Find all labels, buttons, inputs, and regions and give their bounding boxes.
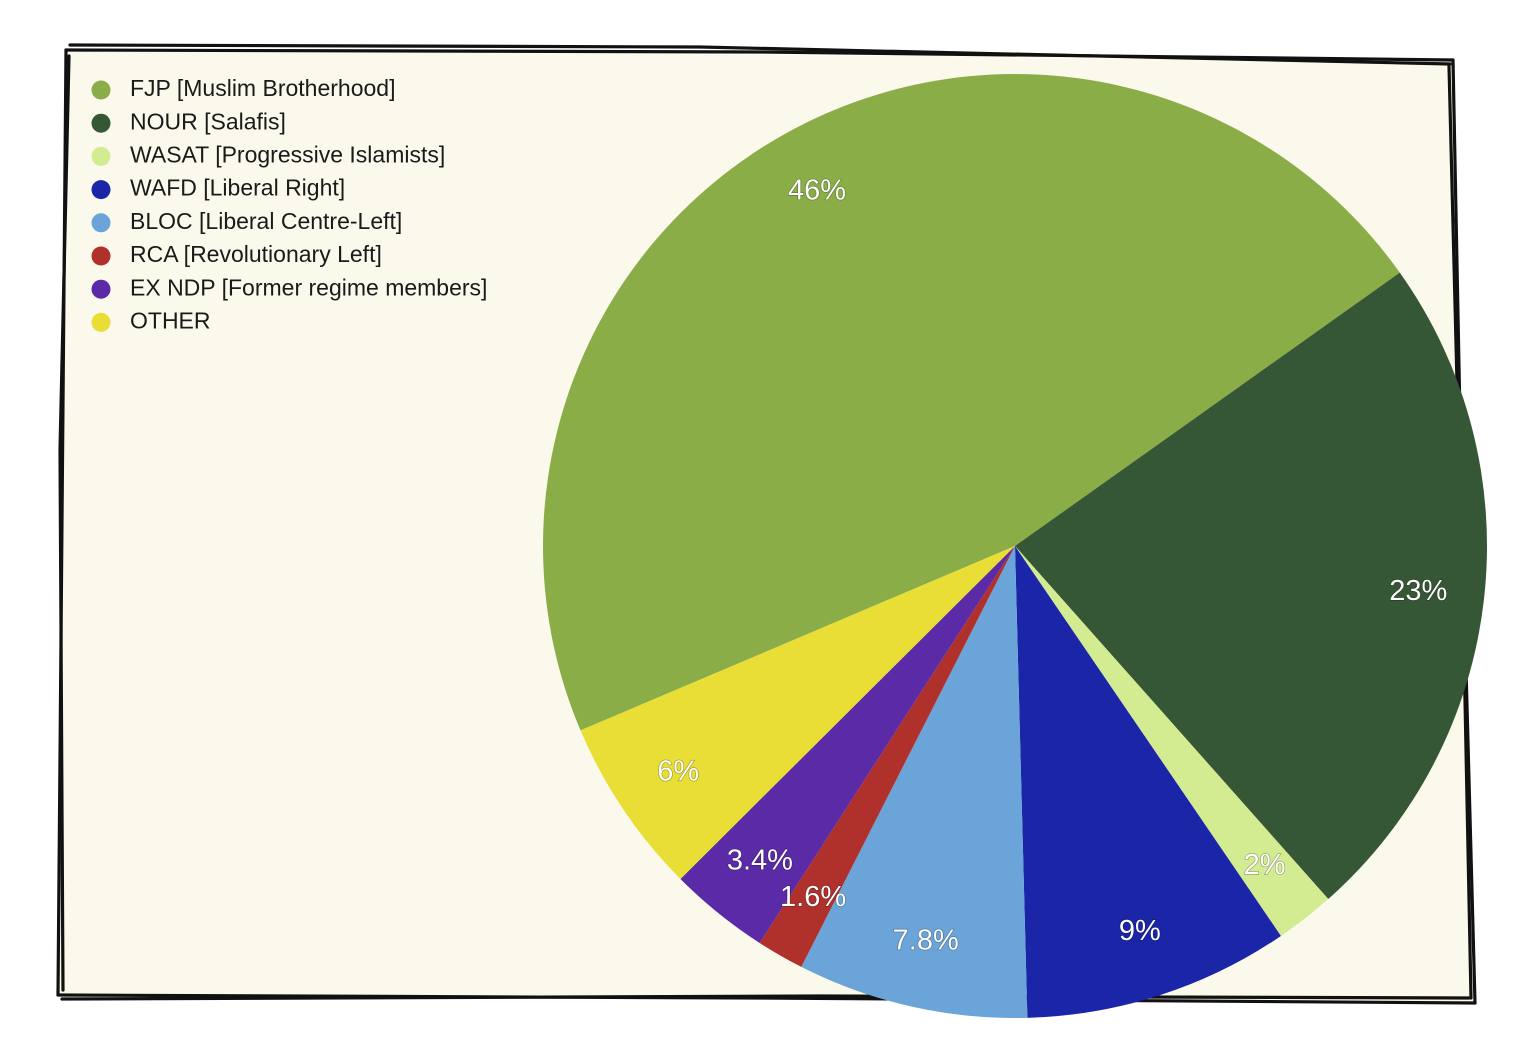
slice-label-wafd: 9% [1119, 915, 1161, 947]
legend-label-rca: RCA [Revolutionary Left] [130, 241, 382, 267]
slice-wafd [1015, 546, 1281, 1018]
legend-label-ex-ndp: EX NDP [Former regime members] [130, 274, 487, 300]
legend-label-other: OTHER [130, 307, 211, 333]
slice-label-rca: 1.6% [780, 881, 846, 913]
slice-label-ex-ndp: 3.4% [727, 844, 793, 876]
slice-labels: 46% 23% 2% 9% 7.8% 1.6% 3.4% 6% [657, 174, 1448, 958]
legend-swatch-bloc [91, 213, 111, 233]
slice-wasat [1015, 546, 1329, 936]
slice-label-fjp: 46% [788, 174, 846, 206]
legend-label-fjp: FJP [Muslim Brotherhood] [130, 75, 395, 101]
slice-label-other: 6% [657, 755, 699, 787]
legend-swatch-fjp [91, 80, 111, 100]
slice-fjp [543, 74, 1400, 731]
slice-label-nour: 23% [1389, 575, 1447, 607]
slice-ex-ndp [680, 546, 1015, 943]
slice-rca [759, 546, 1015, 967]
slice-label-bloc: 7.8% [893, 925, 959, 957]
slice-other [580, 546, 1015, 879]
legend: FJP [Muslim Brotherhood] NOUR [Salafis] WA… [91, 75, 487, 333]
slice-label-wasat: 2% [1244, 849, 1286, 881]
legend-label-nour: NOUR [Salafis] [130, 108, 286, 134]
legend-swatch-nour [91, 113, 111, 133]
pie-slices [543, 74, 1487, 1019]
legend-label-wafd: WAFD [Liberal Right] [130, 175, 345, 201]
legend-swatch-rca [91, 246, 111, 266]
legend-label-bloc: BLOC [Liberal Centre-Left] [130, 208, 402, 234]
legend-swatch-wafd [91, 180, 111, 200]
slice-bloc [801, 546, 1028, 1019]
legend-swatch-wasat [91, 146, 111, 166]
legend-swatch-ex-ndp [91, 279, 111, 299]
slice-nour [1015, 272, 1487, 900]
legend-label-wasat: WASAT [Progressive Islamists] [130, 141, 445, 167]
legend-swatch-other [91, 312, 111, 332]
